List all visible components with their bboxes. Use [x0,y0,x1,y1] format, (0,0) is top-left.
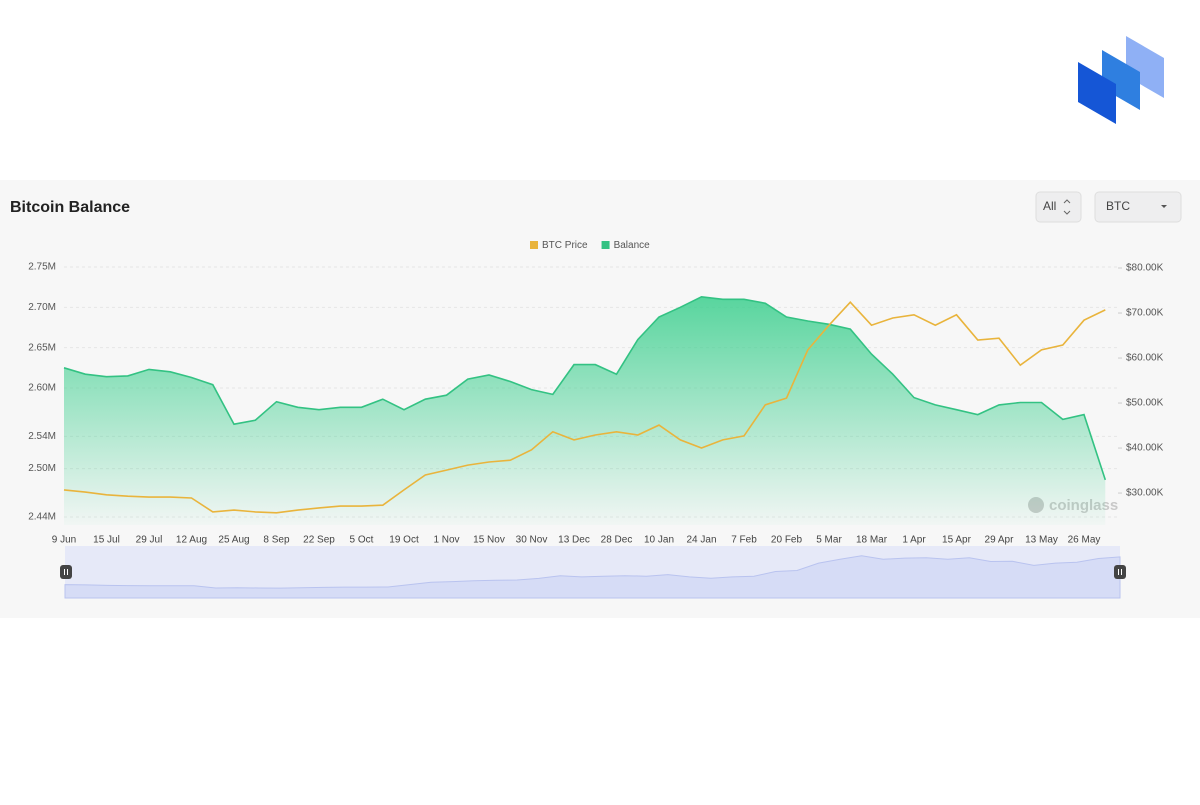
navigator-handle[interactable] [1114,565,1126,579]
y-tick-label: 2.50M [28,463,56,474]
y-tick-label: 2.54M [28,431,56,442]
y2-tick-label: $70.00K [1126,308,1164,319]
navigator-area [64,555,1121,599]
handle-grip [64,569,68,575]
x-tick-label: 12 Aug [176,535,207,546]
navigator-handle[interactable] [60,565,72,579]
y2-tick-label: $40.00K [1126,443,1164,454]
y2-tick-label: $30.00K [1126,488,1164,499]
x-tick-label: 15 Jul [93,535,120,546]
x-tick-label: 9 Jun [52,535,76,546]
y-tick-label: 2.70M [28,302,56,313]
line [63,301,1106,514]
x-tick-label: 29 Jul [136,535,163,546]
x-tick-label: 19 Oct [389,535,419,546]
y2-tick-label: $60.00K [1126,353,1164,364]
unit-label[interactable]: BTC [1106,199,1130,213]
x-tick-label: 13 May [1025,535,1058,546]
area [64,296,1106,525]
legend-label: Balance [614,240,651,251]
x-tick-label: 22 Sep [303,535,335,546]
chart-title: Bitcoin Balance [10,199,130,216]
handle[interactable] [60,565,72,579]
handle-grip [1118,569,1122,575]
range-button[interactable]: All [1035,191,1082,223]
y2-tick-label: $50.00K [1126,398,1164,409]
logo [1078,36,1164,124]
x-tick-label: 7 Feb [731,535,757,546]
y-tick-label: 2.44M [28,512,56,523]
y-tick-label: 2.75M [28,262,56,273]
range-label[interactable]: All [1043,199,1056,213]
x-tick-label: 1 Nov [433,535,459,546]
x-tick-label: 25 Aug [218,535,249,546]
x-tick-label: 26 May [1068,535,1101,546]
x-tick-label: 15 Nov [473,535,505,546]
x-tick-label: 15 Apr [942,535,972,546]
x-tick-label: 28 Dec [601,535,633,546]
x-tick-label: 5 Oct [350,535,374,546]
x-tick-label: 8 Sep [263,535,290,546]
x-tick-label: 24 Jan [686,535,716,546]
x-tick-label: 10 Jan [644,535,674,546]
x-tick-label: 13 Dec [558,535,590,546]
x-tick-label: 1 Apr [902,535,926,546]
x-tick-label: 20 Feb [771,535,803,546]
line [63,295,1107,481]
x-tick-label: 18 Mar [856,535,888,546]
y2-tick-label: $80.00K [1126,263,1164,274]
unit-select[interactable]: BTC [1094,191,1182,223]
x-tick-label: 30 Nov [516,535,548,546]
legend-swatch [530,241,538,249]
x-tick-label: 5 Mar [816,535,842,546]
y-tick-label: 2.60M [28,383,56,394]
y-tick-label: 2.65M [28,342,56,353]
legend-swatch [601,241,610,249]
x-tick-label: 29 Apr [985,535,1015,546]
handle[interactable] [1114,565,1126,579]
legend-label: BTC Price [542,240,588,251]
